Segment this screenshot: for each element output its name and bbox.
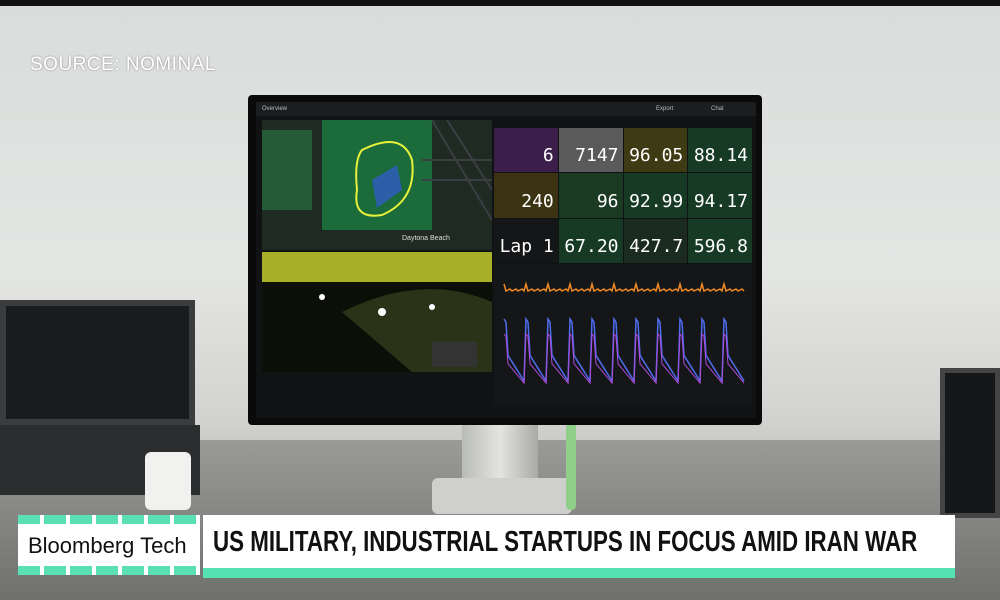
park [322,120,432,230]
value-tile: 427.7 [623,218,688,263]
map-panel: Daytona Beach [262,120,492,250]
map-label: Daytona Beach [402,235,450,242]
value-tile: 92.99 [623,173,688,218]
brand: Bloomberg Tech [28,533,187,558]
value-tile: 6 [494,128,558,173]
camera-feed [262,252,492,372]
value-tile: 88.14 [688,128,752,173]
park [262,130,312,210]
roads [422,120,492,221]
track [355,141,414,217]
chat-button[interactable]: Chat [711,106,724,112]
value-tile: 67.20 [558,218,623,263]
green-bar [203,568,955,578]
source-credit: SOURCE: NOMINAL [30,54,216,75]
value-tile: 7147 [558,128,623,173]
device [145,452,191,510]
headline-box: US MILITARY, INDUSTRIAL STARTUPS IN FOCU… [203,515,955,568]
light [378,308,386,316]
brand-box: Bloomberg Tech [18,515,200,575]
time-series [503,281,745,385]
value-tile: Lap 1 [494,218,558,263]
export-button[interactable]: Export [656,106,674,112]
lake [372,165,402,208]
value-tile: 96 [558,173,623,218]
orange-trace [503,281,745,293]
time-series-panel [494,264,752,404]
light-glare [262,252,492,282]
tab[interactable]: Overview [262,106,288,112]
cable [566,410,576,510]
monitor-screen: Overview Export Chat Daytona Beach 6 7147… [256,102,756,418]
value-tile: 596.8 [688,218,752,263]
stand-base [432,478,572,514]
camera-panel [262,252,492,372]
blue-trace [503,316,745,384]
map: Daytona Beach [262,120,492,242]
right-laptop [940,368,1000,518]
value-tile: 94.17 [688,173,752,218]
top-bar [0,0,1000,6]
light [319,294,325,300]
left-laptop-screen [0,300,195,425]
light [429,304,435,310]
value-tiles: 6 7147 96.05 88.14 240 96 92.99 94.17 Lap 1 67.20… [494,128,752,263]
stripe [18,566,200,575]
inset-camera [432,342,477,367]
value-tile: 96.05 [623,128,688,173]
stripe [18,515,200,524]
headline: US MILITARY, INDUSTRIAL STARTUPS IN FOCU… [213,526,918,558]
purple-trace [503,332,745,385]
toolbar: Overview Export Chat [256,102,756,116]
value-tile: 240 [494,173,558,218]
